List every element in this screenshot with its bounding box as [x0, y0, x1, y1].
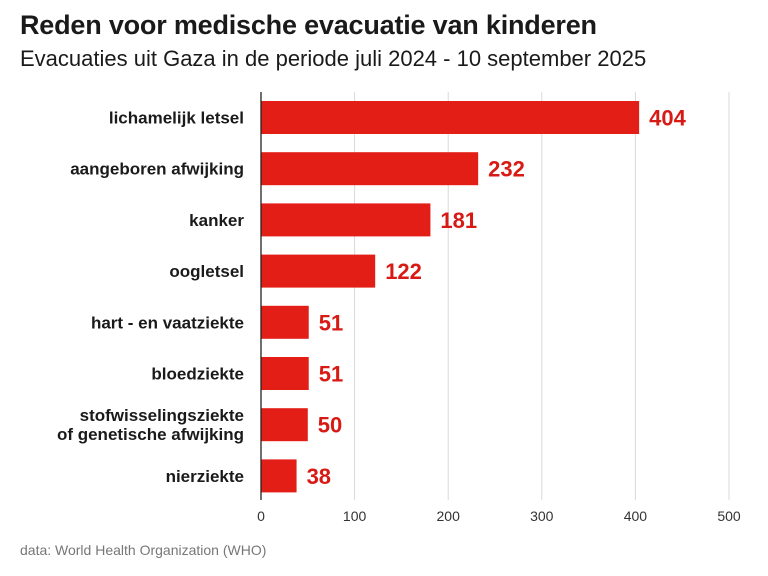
- category-label: nierziekte: [166, 467, 244, 486]
- value-label: 51: [319, 362, 343, 387]
- category-label: hart - en vaatziekte: [91, 313, 244, 332]
- x-tick-label: 500: [717, 508, 741, 524]
- value-label: 181: [440, 208, 477, 233]
- x-tick-label: 200: [437, 508, 461, 524]
- bar: [261, 408, 308, 442]
- category-label: bloedziekte: [151, 365, 244, 384]
- value-label: 38: [307, 464, 331, 489]
- value-label: 50: [318, 413, 342, 438]
- value-label: 51: [319, 310, 343, 335]
- bar: [261, 203, 431, 237]
- bar: [261, 305, 309, 339]
- category-labels: lichamelijk letsel aangeboren afwijking ka…: [57, 109, 244, 486]
- category-label: kanker: [189, 211, 244, 230]
- category-label: oogletsel: [169, 262, 244, 281]
- category-label: lichamelijk letsel: [109, 109, 244, 128]
- value-label: 122: [385, 259, 422, 284]
- bar: [261, 459, 297, 493]
- category-label: stofwisselingsziekte: [80, 406, 244, 425]
- x-tick-label: 400: [624, 508, 648, 524]
- x-tick-label: 100: [343, 508, 367, 524]
- chart-subtitle: Evacuaties uit Gaza in de periode juli 2…: [20, 46, 647, 71]
- value-label: 232: [488, 157, 525, 182]
- chart-title: Reden voor medische evacuatie van kinder…: [20, 10, 597, 40]
- bar: [261, 254, 376, 288]
- x-tick-label: 0: [257, 508, 265, 524]
- bar: [261, 152, 479, 186]
- category-label: of genetische afwijking: [57, 425, 244, 444]
- bars: [261, 101, 640, 493]
- x-tick-label: 300: [530, 508, 554, 524]
- value-labels: 404 232 181 122 51 51 50 38: [307, 106, 687, 489]
- source-note: data: World Health Organization (WHO): [20, 542, 267, 558]
- bar: [261, 357, 309, 390]
- value-label: 404: [649, 106, 686, 131]
- x-axis-ticks: 0 100 200 300 400 500: [257, 508, 741, 524]
- bar: [261, 101, 640, 134]
- category-label: aangeboren afwijking: [70, 160, 244, 179]
